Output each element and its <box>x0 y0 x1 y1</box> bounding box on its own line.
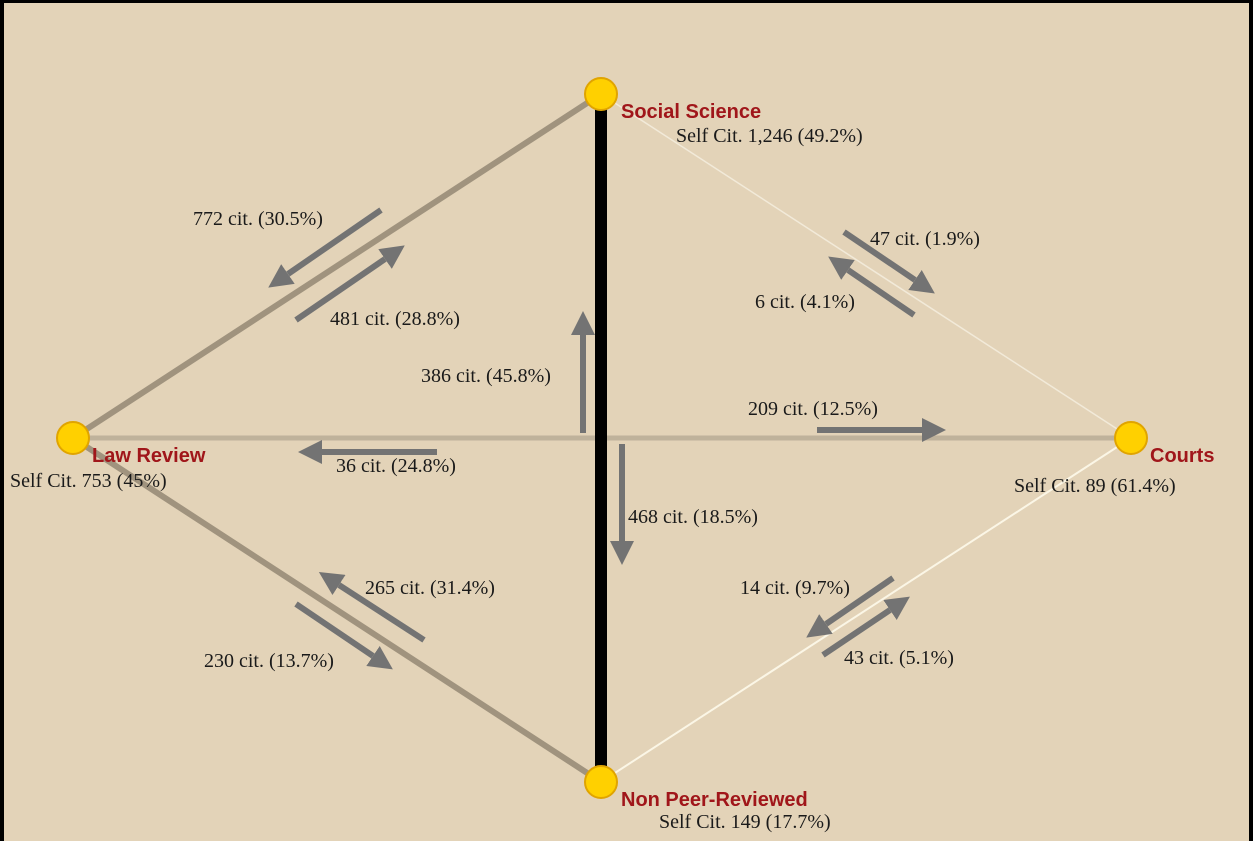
node-label-courts: Courts <box>1150 445 1214 467</box>
edge-social-courts <box>600 93 1132 439</box>
flow-labels: 772 cit. (30.5%) 481 cit. (28.8%) 47 cit… <box>193 208 980 672</box>
arrow-social-to-courts <box>842 229 935 294</box>
flow-arrows <box>268 207 946 670</box>
node-non-peer-reviewed[interactable] <box>584 765 618 799</box>
edge-law-nonpeer <box>71 435 603 785</box>
self-cit-courts: Self Cit. 89 (61.4%) <box>1014 475 1176 497</box>
self-cit-social-science: Self Cit. 1,246 (49.2%) <box>676 125 863 147</box>
flow-label-nonpeer-to-social: 386 cit. (45.8%) <box>421 365 551 387</box>
self-cit-non-peer-reviewed: Self Cit. 149 (17.7%) <box>659 811 831 833</box>
flow-label-law-to-social: 481 cit. (28.8%) <box>330 308 460 330</box>
edge-courts-nonpeer <box>600 437 1132 783</box>
edges <box>71 91 1132 785</box>
self-cit-law-review: Self Cit. 753 (45%) <box>10 470 167 492</box>
node-law-review[interactable] <box>56 421 90 455</box>
arrow-nonpeer-to-courts <box>821 596 910 658</box>
flow-label-social-to-courts: 47 cit. (1.9%) <box>870 228 980 250</box>
flow-label-social-to-nonpeer: 468 cit. (18.5%) <box>628 506 758 528</box>
arrow-law-to-nonpeer <box>294 601 393 670</box>
arrow-social-to-law <box>268 207 383 288</box>
flow-label-nonpeer-to-law: 265 cit. (31.4%) <box>365 577 495 599</box>
flow-label-courts-to-law: 36 cit. (24.8%) <box>336 455 456 477</box>
node-courts[interactable] <box>1114 421 1148 455</box>
edge-law-social <box>71 91 603 441</box>
node-labels: Social Science Self Cit. 1,246 (49.2%) L… <box>10 101 1214 833</box>
arrow-law-to-social <box>294 245 405 323</box>
arrow-courts-to-nonpeer <box>806 575 895 638</box>
arrow-courts-to-social <box>828 256 916 318</box>
flow-label-law-to-nonpeer: 230 cit. (13.7%) <box>204 650 334 672</box>
flow-label-law-to-courts: 209 cit. (12.5%) <box>748 398 878 420</box>
flow-label-courts-to-social: 6 cit. (4.1%) <box>755 291 855 313</box>
nodes <box>56 77 1148 799</box>
node-social-science[interactable] <box>584 77 618 111</box>
flow-label-social-to-law: 772 cit. (30.5%) <box>193 208 323 230</box>
node-label-non-peer-reviewed: Non Peer-Reviewed <box>621 789 808 811</box>
node-label-law-review: Law Review <box>92 445 206 467</box>
flow-label-nonpeer-to-courts: 43 cit. (5.1%) <box>844 647 954 669</box>
flow-label-courts-to-nonpeer: 14 cit. (9.7%) <box>740 577 850 599</box>
arrow-nonpeer-to-law <box>318 571 426 643</box>
node-label-social-science: Social Science <box>621 101 761 123</box>
